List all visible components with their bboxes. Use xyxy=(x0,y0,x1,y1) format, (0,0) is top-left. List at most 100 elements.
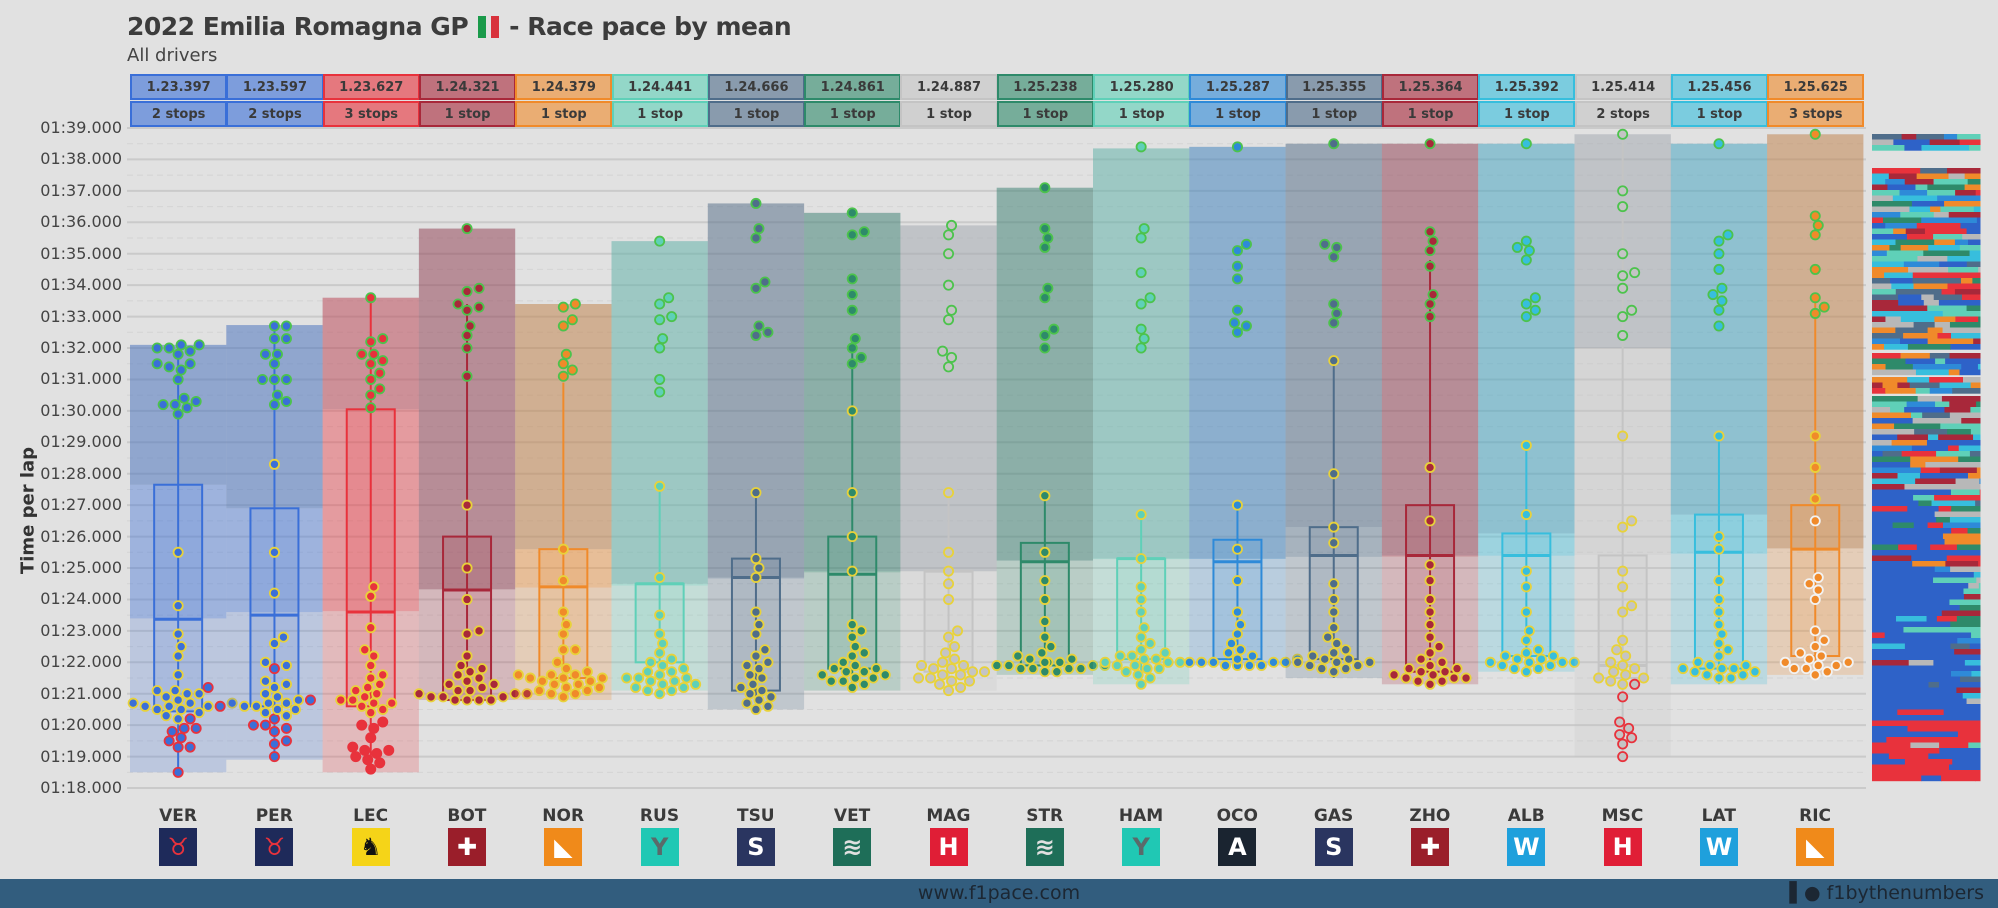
position-strip-segment xyxy=(1872,201,1913,207)
lap-point xyxy=(1424,260,1436,272)
position-strip-segment xyxy=(1872,407,1891,413)
lap-point xyxy=(858,666,870,678)
lap-point xyxy=(347,741,359,753)
pit-stops-cell: 1 stop xyxy=(1381,101,1480,127)
position-strip-segment xyxy=(1872,311,1918,317)
lap-point xyxy=(1138,333,1150,345)
position-strip-segment xyxy=(1927,522,1944,529)
lap-point xyxy=(1343,653,1355,665)
lap-point xyxy=(1593,672,1605,684)
position-strip-segment xyxy=(1914,528,1952,534)
lap-point xyxy=(1304,659,1316,671)
lap-point xyxy=(678,681,690,693)
lap-point xyxy=(1532,644,1544,656)
position-strip-segment xyxy=(1930,544,1958,551)
footer-site-link[interactable]: www.f1pace.com xyxy=(917,882,1081,904)
position-strip-segment xyxy=(1885,388,1902,394)
position-strip-segment xyxy=(1917,256,1948,262)
position-strip-segment xyxy=(1922,412,1951,419)
position-strip-segment xyxy=(1897,709,1945,716)
aston-martin-logo-icon: ≋ xyxy=(1025,828,1064,866)
lap-point xyxy=(654,688,666,700)
lap-point xyxy=(476,681,488,693)
driver-code-label: GAS xyxy=(1313,806,1354,826)
lap-point xyxy=(1713,531,1725,543)
lap-point xyxy=(1737,669,1749,681)
lap-point xyxy=(581,685,593,697)
lap-point xyxy=(846,229,858,241)
position-strip-segment xyxy=(1872,353,1902,359)
position-strip-segment xyxy=(1907,506,1940,512)
y-tick-label: 01:29.000 xyxy=(40,432,122,452)
position-strip-segment xyxy=(1914,764,1950,771)
lap-point xyxy=(1818,634,1830,646)
lap-point xyxy=(175,364,187,376)
position-strip-segment xyxy=(1944,539,1981,545)
position-strip-segment xyxy=(1903,305,1928,312)
lap-point xyxy=(1713,672,1725,684)
lap-point xyxy=(1722,644,1734,656)
position-strip-segment xyxy=(1966,261,1981,268)
lap-point xyxy=(913,672,925,684)
lap-point xyxy=(1039,575,1051,587)
lap-point xyxy=(825,675,837,687)
position-strip-segment xyxy=(1928,753,1948,760)
position-strip-segment xyxy=(1909,382,1941,389)
position-strip-segment xyxy=(1960,223,1981,229)
lap-point xyxy=(476,663,488,675)
driver-group-rus xyxy=(611,235,708,700)
position-strip-segment xyxy=(1912,364,1962,370)
position-strip-segment xyxy=(1872,660,1910,666)
lap-point xyxy=(362,754,374,766)
lap-point xyxy=(569,688,581,700)
lap-point xyxy=(1427,289,1439,301)
position-strip-segment xyxy=(1916,173,1950,180)
lap-point xyxy=(1749,666,1761,678)
lap-point xyxy=(461,694,473,706)
position-strip-segment xyxy=(1907,704,1945,710)
lap-point xyxy=(280,722,292,734)
lap-point xyxy=(1135,323,1147,335)
lap-point xyxy=(202,700,214,712)
lap-point xyxy=(386,697,398,709)
position-strip-segment xyxy=(1888,173,1918,180)
lap-point xyxy=(1364,656,1376,668)
position-strip-segment xyxy=(1957,217,1978,224)
lap-point xyxy=(759,644,771,656)
lap-point xyxy=(1535,653,1547,665)
position-strip-segment xyxy=(1923,300,1940,306)
y-tick-label: 01:37.000 xyxy=(40,180,122,200)
position-strip-segment xyxy=(1872,594,1893,600)
position-strip-segment xyxy=(1957,737,1981,743)
lap-point xyxy=(359,644,371,656)
lap-point xyxy=(1231,543,1243,555)
lap-point xyxy=(1066,653,1078,665)
lap-point xyxy=(1617,430,1629,442)
lap-point xyxy=(473,672,485,684)
lap-point xyxy=(654,647,666,659)
lap-point xyxy=(1144,637,1156,649)
position-strip-segment xyxy=(1872,451,1884,457)
pit-stops-cell: 1 stop xyxy=(996,101,1094,127)
driver-code-label: VET xyxy=(833,806,871,826)
position-strip-segment xyxy=(1907,588,1943,595)
pit-stops-cell: 3 stops xyxy=(322,101,420,127)
lap-point xyxy=(750,650,762,662)
lap-point xyxy=(621,672,633,684)
position-strip-segment xyxy=(1921,217,1959,224)
lap-point xyxy=(461,342,473,354)
lap-point xyxy=(1135,644,1147,656)
lap-point xyxy=(943,546,955,558)
position-strip-segment xyxy=(1910,456,1959,463)
lap-point xyxy=(1267,656,1279,668)
position-strip-segment xyxy=(1968,583,1980,589)
lap-point xyxy=(1809,128,1821,140)
position-strip-segment xyxy=(1872,434,1898,441)
lap-point xyxy=(1231,628,1243,640)
lap-point xyxy=(849,659,861,671)
lap-point xyxy=(1821,666,1833,678)
lap-point xyxy=(1617,311,1629,323)
position-strip-segment xyxy=(1942,311,1981,317)
lap-point xyxy=(744,669,756,681)
lap-point xyxy=(1328,317,1340,329)
